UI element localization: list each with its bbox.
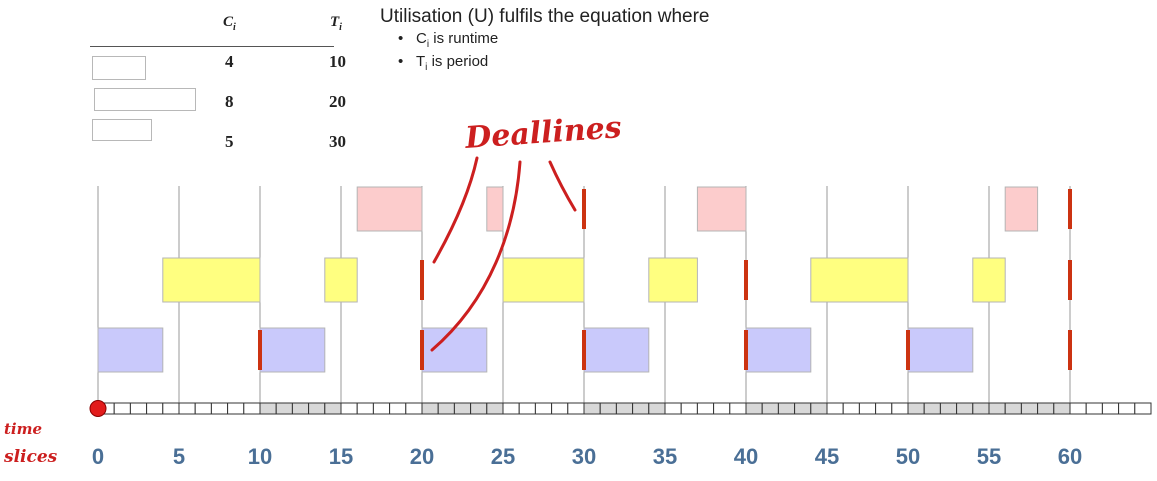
task-2-swatch — [94, 88, 196, 111]
tick-label-20: 20 — [410, 444, 434, 469]
task-3-runtime: 5 — [225, 132, 234, 151]
tick-label-15: 15 — [329, 444, 353, 469]
task-2-runtime: 8 — [225, 92, 234, 111]
task-1-period: 10 — [329, 52, 346, 71]
header-runtime-symbol: C — [223, 14, 234, 30]
tick-label-30: 30 — [572, 444, 596, 469]
task-2-deadline-40 — [744, 260, 748, 300]
bullet-period-text: is period — [427, 53, 489, 70]
task-2-execution-bar-4 — [648, 257, 698, 303]
task-1-execution-bar-6 — [907, 327, 974, 373]
bullet-runtime: Ci is runtime — [398, 30, 800, 50]
task-1-deadline-20 — [420, 330, 424, 370]
tick-label-60: 60 — [1058, 444, 1082, 469]
tick-label-50: 50 — [896, 444, 920, 469]
tick-label-25: 25 — [491, 444, 515, 469]
task-1-deadline-10 — [258, 330, 262, 370]
task-2-execution-bar-1 — [162, 257, 261, 303]
task-1-execution-bar-5 — [745, 327, 812, 373]
header-period: Ti — [330, 14, 342, 33]
tick-label-40: 40 — [734, 444, 758, 469]
deadline-pointer-left — [432, 156, 479, 264]
deadline-pointer-middle — [430, 160, 522, 352]
task-3-execution-bar-4 — [1004, 186, 1039, 232]
task-1-execution-bar-4 — [583, 327, 650, 373]
bullet-period: Ti is period — [398, 53, 800, 73]
task-3-execution-bar-1 — [356, 186, 423, 232]
time-slice-64 — [1134, 402, 1152, 415]
header-runtime: Ci — [223, 14, 236, 33]
explanation-bullets: Ci is runtime Ti is period — [380, 30, 800, 73]
tick-label-10: 10 — [248, 444, 272, 469]
explanation-title: Utilisation (U) fulfils the equation whe… — [380, 6, 710, 27]
tick-label-5: 5 — [173, 444, 185, 469]
task-3-execution-bar-2 — [486, 186, 504, 232]
task-3-deadline-60 — [1068, 189, 1072, 229]
tick-label-55: 55 — [977, 444, 1001, 469]
deadline-pointer-right — [548, 160, 577, 212]
bullet-runtime-sub: i — [426, 39, 430, 50]
table-header-rule — [90, 46, 334, 47]
task-2-execution-bar-3 — [502, 257, 585, 303]
task-1-deadline-50 — [906, 330, 910, 370]
task-2-execution-bar-2 — [324, 257, 358, 303]
bullet-period-symbol: T — [416, 53, 426, 70]
task-1-swatch — [92, 56, 146, 80]
task-1-deadline-30 — [582, 330, 586, 370]
task-3-execution-bar-3 — [696, 186, 747, 232]
task-2-period: 20 — [329, 92, 346, 111]
header-period-symbol: T — [330, 14, 340, 30]
task-2-execution-bar-6 — [972, 257, 1006, 303]
utilisation-explanation: Utilisation (U) fulfils the equation whe… — [380, 6, 800, 76]
header-runtime-sub: i — [233, 22, 236, 33]
task-2-deadline-60 — [1068, 260, 1072, 300]
task-3-period: 30 — [329, 132, 346, 151]
task-1-deadline-40 — [744, 330, 748, 370]
header-period-sub: i — [339, 22, 342, 33]
task-1-execution-bar-1 — [97, 327, 164, 373]
bullet-runtime-symbol: C — [416, 30, 427, 47]
deadlines-annotation: Deallines — [463, 110, 623, 156]
task-3-swatch — [92, 119, 152, 141]
slices-annotation: slices — [3, 447, 58, 467]
task-2-deadline-20 — [420, 260, 424, 300]
tick-label-0: 0 — [92, 444, 104, 469]
task-1-execution-bar-2 — [259, 327, 326, 373]
task-1-deadline-60 — [1068, 330, 1072, 370]
time-origin-marker — [89, 400, 107, 417]
task-3-deadline-30 — [582, 189, 586, 229]
bullet-period-sub: i — [425, 62, 428, 73]
task-1-runtime: 4 — [225, 52, 234, 71]
tick-label-35: 35 — [653, 444, 677, 469]
tick-label-45: 45 — [815, 444, 839, 469]
task-2-execution-bar-5 — [810, 257, 909, 303]
task-table: Ci Ti 4 10 8 20 5 30 — [88, 12, 368, 162]
time-annotation: time — [4, 420, 42, 438]
bullet-runtime-text: is runtime — [429, 30, 499, 47]
